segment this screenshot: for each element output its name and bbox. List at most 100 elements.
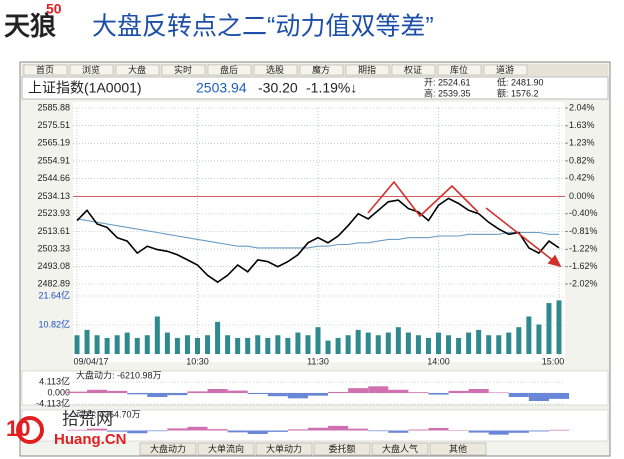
y-tick-label: 21.64亿 bbox=[38, 289, 70, 300]
menu-tab[interactable] bbox=[207, 64, 252, 76]
bottom-tab[interactable] bbox=[255, 442, 313, 456]
bottom-tab[interactable] bbox=[429, 442, 487, 456]
power-bar bbox=[107, 390, 128, 393]
panel bbox=[21, 409, 609, 442]
y-tick-label: 2503.33 bbox=[37, 243, 70, 253]
y-tick-label: 2554.91 bbox=[37, 155, 70, 165]
y-tick-label: 2534.13 bbox=[37, 191, 70, 201]
menu-tab-label: 期指 bbox=[358, 64, 376, 75]
amount: 额: 1576.2 bbox=[497, 87, 539, 98]
power-bar bbox=[207, 388, 228, 393]
power-bar bbox=[388, 389, 409, 393]
menu-tab[interactable] bbox=[299, 64, 344, 76]
y2-tick-label: 0.00% bbox=[569, 191, 595, 201]
logo: 天狼 bbox=[4, 11, 56, 42]
volume-bar bbox=[94, 335, 100, 354]
bottom-tab-label: 大单动力 bbox=[266, 443, 302, 454]
power-bar bbox=[307, 427, 329, 431]
power-bar bbox=[528, 393, 549, 402]
power-bar bbox=[307, 393, 329, 396]
slide-title: 大盘反转点之二“动力值双等差” bbox=[92, 13, 434, 41]
volume-bar bbox=[546, 303, 552, 354]
menu-tab[interactable] bbox=[69, 64, 114, 76]
menu-tab[interactable] bbox=[23, 64, 68, 76]
volume-bar bbox=[496, 335, 502, 354]
power-bar bbox=[408, 429, 429, 431]
power-bar bbox=[388, 430, 409, 433]
menu-tab-label: 首页 bbox=[36, 64, 54, 75]
y2-tick-label: 2.04% bbox=[569, 102, 595, 112]
volume-bar bbox=[486, 335, 492, 354]
y2-tick-label: 0.82% bbox=[569, 155, 595, 165]
open: 开: 2524.61 bbox=[424, 77, 471, 87]
volume-bar bbox=[446, 335, 452, 354]
power-bar bbox=[448, 390, 469, 393]
power-bar bbox=[348, 388, 369, 393]
bottom-tab[interactable] bbox=[197, 442, 255, 456]
bottom-tab[interactable] bbox=[371, 442, 429, 456]
menu-tab[interactable] bbox=[437, 64, 482, 76]
menu-tab[interactable] bbox=[391, 64, 436, 76]
volume-bar bbox=[425, 337, 431, 354]
power-bar bbox=[87, 389, 108, 393]
index-name: 上证指数(1A0001) bbox=[28, 80, 142, 96]
menu-tab-label: 选股 bbox=[266, 64, 284, 75]
volume-bar bbox=[245, 337, 251, 354]
volume-bar bbox=[395, 327, 401, 354]
watermark-ring bbox=[16, 416, 44, 444]
power-bar bbox=[147, 393, 168, 398]
menu-tab[interactable] bbox=[115, 64, 160, 76]
x-tick-label: 14:00 bbox=[427, 356, 450, 366]
volume-bar bbox=[315, 327, 321, 354]
x-tick-label: 15:00 bbox=[542, 356, 565, 366]
menu-tab[interactable] bbox=[345, 64, 390, 76]
x-tick-label: 10:30 bbox=[186, 356, 209, 366]
volume-bar bbox=[195, 337, 200, 354]
menu-tab[interactable] bbox=[161, 64, 206, 76]
volume-bar bbox=[335, 337, 341, 354]
volume-bar bbox=[385, 332, 391, 354]
menu-tab-label: 盘后 bbox=[220, 64, 238, 75]
volume-bar bbox=[405, 332, 411, 354]
price: 2503.94 bbox=[196, 80, 247, 96]
volume-bar bbox=[84, 329, 90, 354]
y2-tick-label: -0.81% bbox=[569, 226, 598, 236]
bottom-tab[interactable] bbox=[313, 442, 371, 456]
power-bar bbox=[468, 430, 489, 433]
x-tick-label: 11:30 bbox=[307, 356, 329, 366]
volume-bar bbox=[456, 337, 462, 354]
bottom-tab[interactable] bbox=[139, 442, 197, 456]
volume-bar bbox=[526, 316, 532, 354]
menu-tab-label: 大盘 bbox=[128, 64, 146, 75]
bottom-tab-label: 大单流向 bbox=[208, 443, 244, 454]
volume-bar bbox=[325, 340, 331, 354]
y2-tick-label: 1.63% bbox=[569, 120, 595, 130]
y-tick-label: 2482.89 bbox=[37, 278, 70, 288]
power-bar bbox=[488, 392, 509, 393]
y-tick-label: 2565.19 bbox=[37, 138, 70, 148]
y2-tick-label: -0.40% bbox=[569, 208, 598, 218]
y-tick-label: 4.113亿 bbox=[39, 375, 70, 386]
bottom-tab-label: 大盘动力 bbox=[150, 443, 186, 454]
quote-bar bbox=[21, 76, 609, 100]
menu-tab-label: 魔方 bbox=[312, 64, 330, 75]
bottom-tab-label: 委托额 bbox=[328, 443, 355, 454]
power-bar bbox=[66, 391, 88, 393]
volume-bar bbox=[235, 337, 241, 354]
menu-tab-label: 权证 bbox=[404, 64, 422, 75]
y-tick-label: 2575.51 bbox=[37, 120, 70, 130]
volume-bar bbox=[415, 335, 421, 354]
volume-bar bbox=[225, 335, 231, 354]
power-bar bbox=[147, 430, 168, 432]
double-peak bbox=[367, 180, 479, 218]
menu-tab[interactable] bbox=[253, 64, 298, 76]
y-tick-label: 2523.93 bbox=[37, 208, 70, 218]
power-bar bbox=[508, 393, 529, 398]
power-bar bbox=[428, 393, 449, 395]
y-tick-label: 2544.66 bbox=[37, 173, 70, 183]
volume-bar bbox=[144, 335, 150, 354]
menu-tab[interactable] bbox=[483, 64, 528, 76]
power-bar bbox=[167, 393, 188, 396]
volume-bar bbox=[74, 335, 80, 354]
price-line bbox=[76, 218, 559, 249]
